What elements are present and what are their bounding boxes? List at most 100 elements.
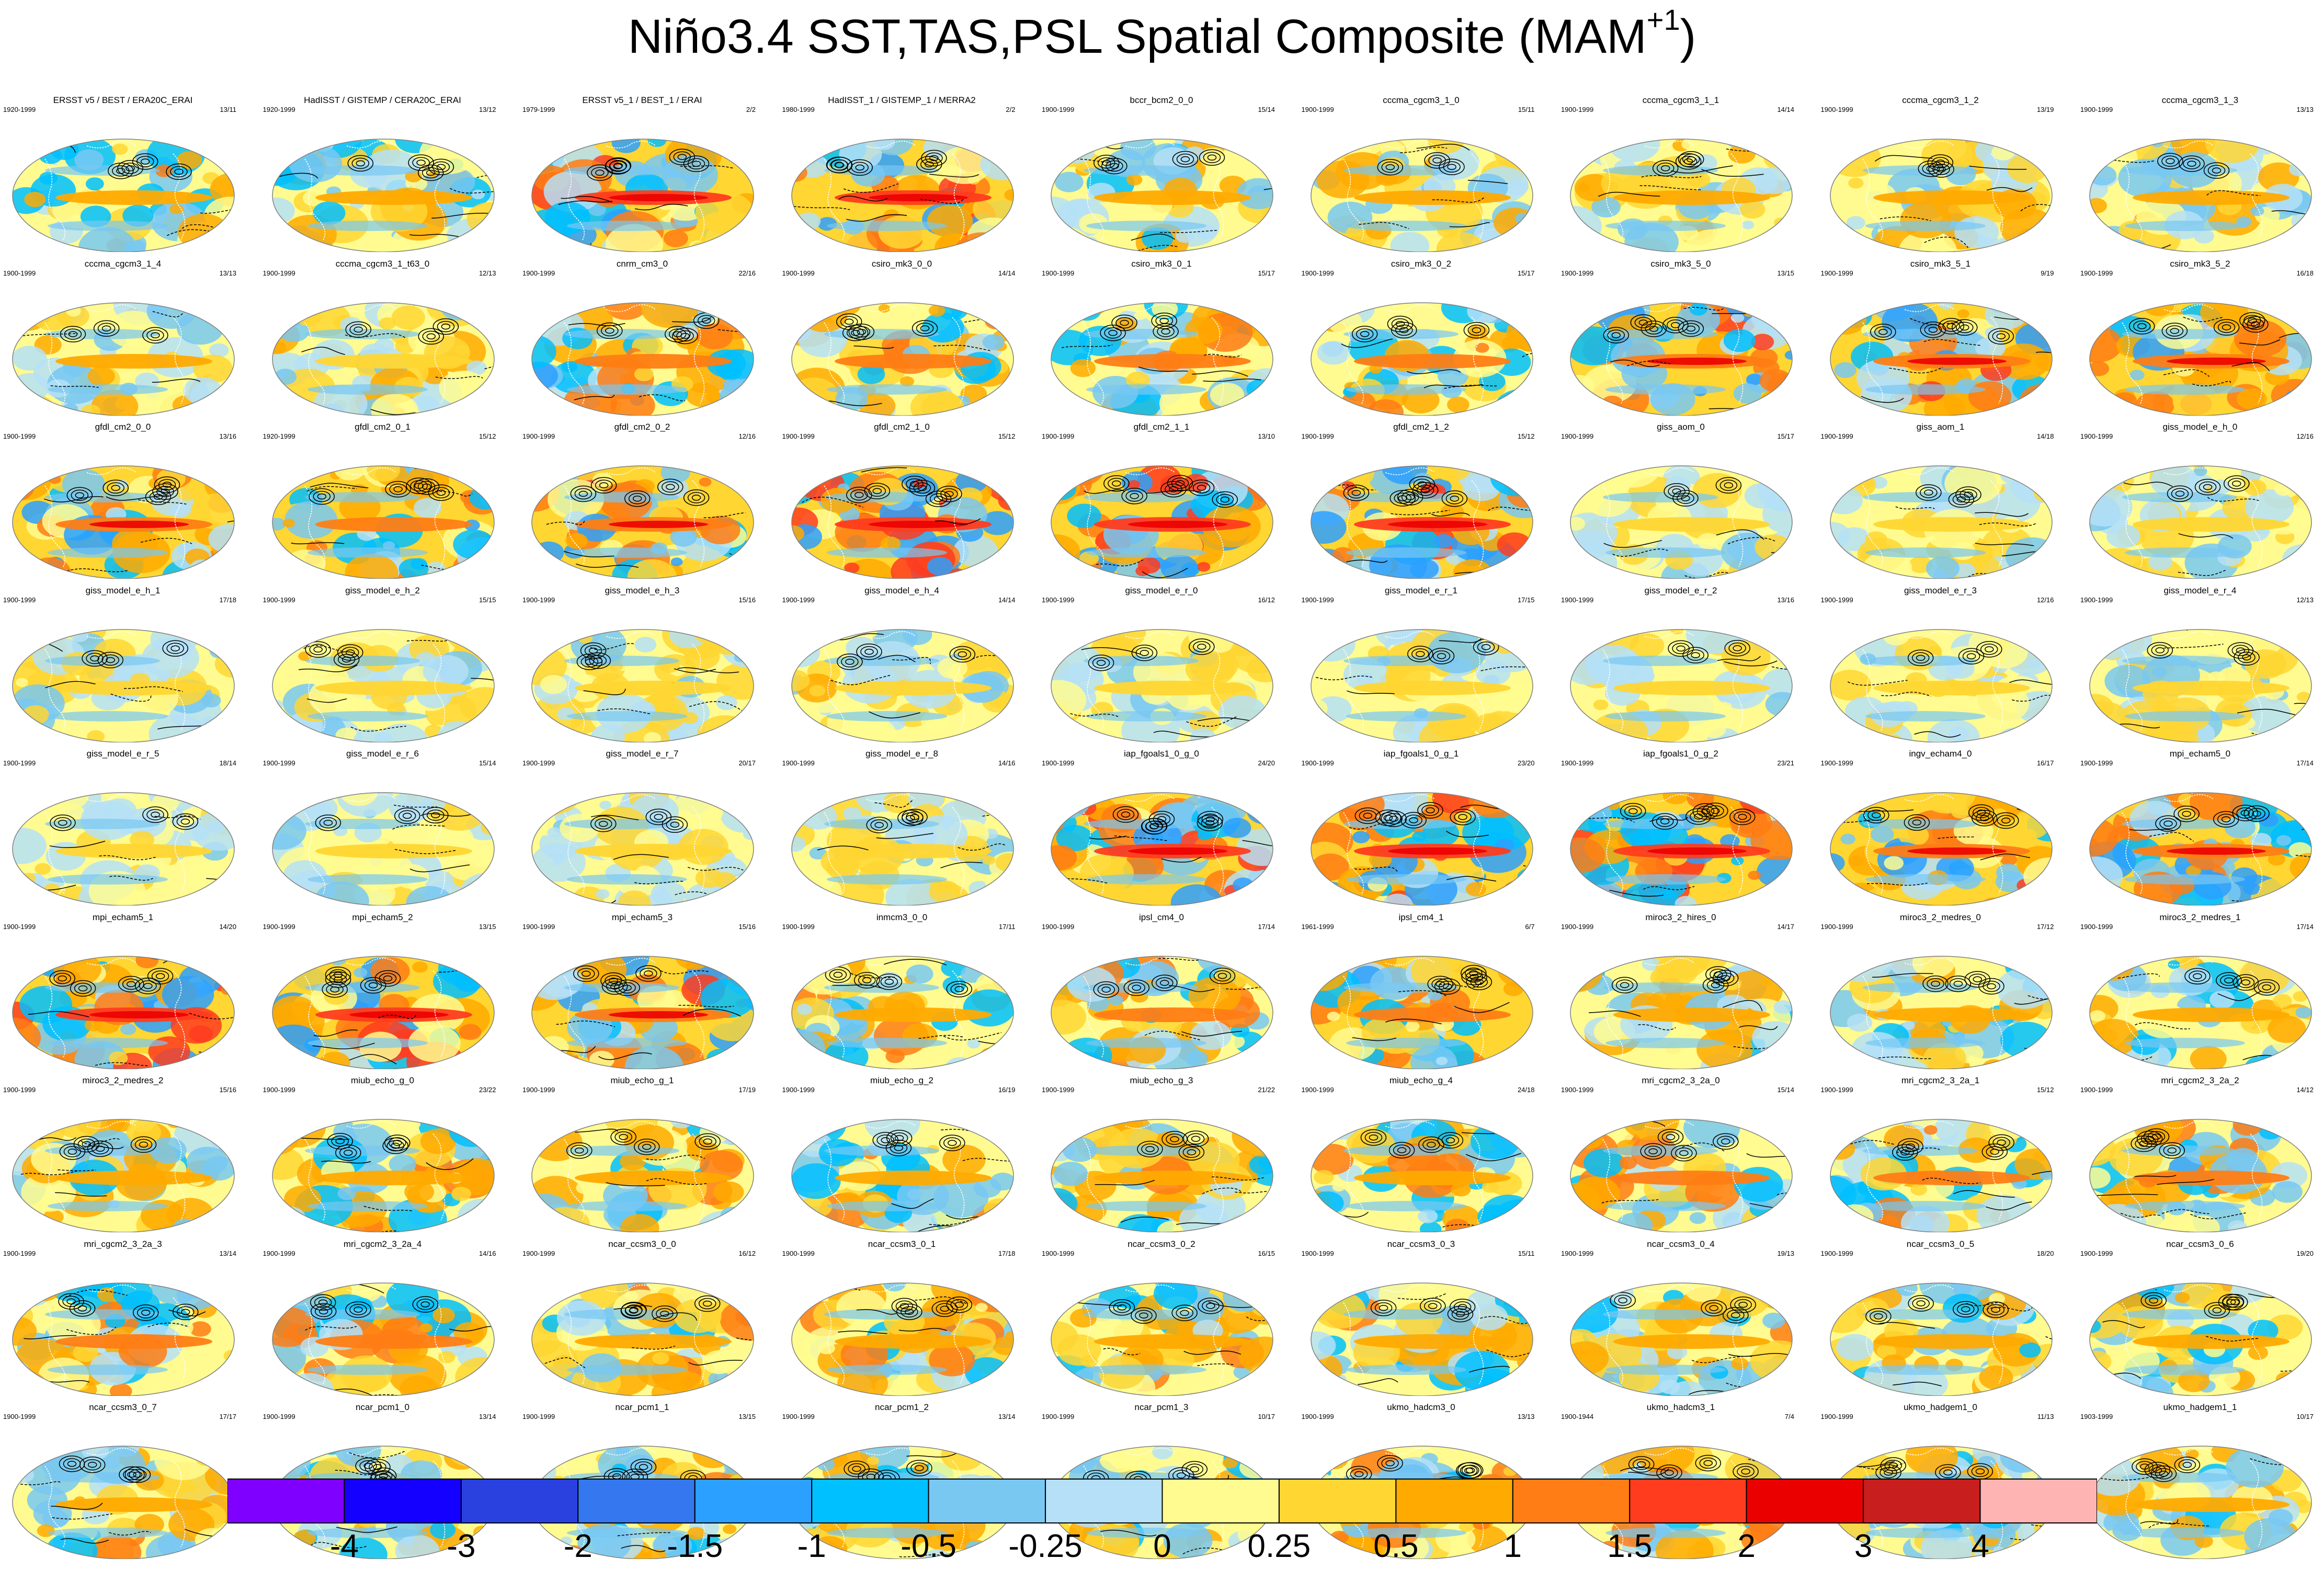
panel-count: 17/18 xyxy=(998,1249,1016,1257)
panel-count: 17/19 xyxy=(738,1086,756,1094)
map-svg xyxy=(1310,1282,1533,1396)
panel-years: 1920-1999 xyxy=(263,432,295,440)
map-svg xyxy=(1829,628,2053,742)
map-svg xyxy=(531,139,754,252)
panel-count: 19/20 xyxy=(2296,1249,2314,1257)
panel-count: 14/14 xyxy=(1777,106,1794,113)
colorbar-tick-label: 4 xyxy=(1971,1528,1989,1564)
panel-count: 16/12 xyxy=(1258,595,1275,604)
map-panel: ncar_ccsm3_0_4 1900-1999 19/13 xyxy=(1558,1239,1804,1396)
panel-count: 13/13 xyxy=(1517,1413,1535,1420)
panel-count: 13/12 xyxy=(479,106,496,113)
panel-years: 1900-1999 xyxy=(522,1413,555,1420)
map-panel: miub_echo_g_0 1900-1999 23/22 xyxy=(260,1075,506,1232)
panel-name: mri_cgcm2_3_2a_4 xyxy=(343,1239,422,1249)
panel-name: miub_echo_g_4 xyxy=(1389,1075,1453,1085)
panel-count: 13/13 xyxy=(219,269,236,277)
map-svg xyxy=(531,792,754,906)
panel-name: csiro_mk3_0_2 xyxy=(1391,258,1452,269)
colorbar-swatch xyxy=(1161,1479,1280,1523)
panel-years: 1900-1999 xyxy=(2080,595,2113,604)
panel-name: ukmo_hadcm3_1 xyxy=(1646,1402,1715,1412)
panel-years: 1900-1999 xyxy=(1820,1086,1853,1094)
panel-years: 1900-1999 xyxy=(263,759,295,767)
panel-name: ncar_ccsm3_0_0 xyxy=(608,1239,676,1249)
panel-name: giss_model_e_r_8 xyxy=(865,749,938,759)
map-svg xyxy=(1310,955,1533,1069)
panel-name: giss_model_e_h_2 xyxy=(345,585,420,595)
map-svg xyxy=(1051,792,1273,906)
panel-years: 1900-1999 xyxy=(1820,106,1853,113)
panel-years: 1900-1999 xyxy=(3,1086,36,1094)
panel-years: 1900-1999 xyxy=(2080,1086,2113,1094)
colorbar-swatch xyxy=(1278,1479,1397,1523)
map-svg xyxy=(1570,955,1793,1069)
map-svg xyxy=(1310,1119,1533,1232)
map-svg xyxy=(2089,628,2312,742)
panel-name: giss_model_e_h_1 xyxy=(85,585,161,595)
panel-count: 18/14 xyxy=(219,759,236,767)
map-svg xyxy=(531,1119,754,1232)
map-panel: giss_model_e_r_8 1900-1999 14/16 xyxy=(779,749,1025,906)
map-svg xyxy=(791,628,1014,742)
map-panel: miroc3_2_medres_2 1900-1999 15/16 xyxy=(0,1075,246,1232)
panel-count: 13/13 xyxy=(2296,106,2314,113)
map-panel: ukmo_hadgem1_1 1903-1999 10/17 xyxy=(2077,1402,2323,1559)
panel-count: 13/10 xyxy=(1258,432,1275,440)
chart-title-text: Niño3.4 SST,TAS,PSL Spatial Composite (M… xyxy=(628,10,1647,63)
panel-name: miroc3_2_medres_1 xyxy=(2159,912,2241,922)
panel-count: 15/12 xyxy=(1517,432,1535,440)
map-panel: iap_fgoals1_0_g_0 1900-1999 24/20 xyxy=(1039,749,1284,906)
map-svg xyxy=(1570,628,1793,742)
colorbar-swatch xyxy=(1979,1479,2097,1523)
panel-count: 13/19 xyxy=(2036,106,2054,113)
panel-name: cccma_cgcm3_1_2 xyxy=(1902,95,1979,105)
map-panel: giss_model_e_h_2 1900-1999 15/15 xyxy=(260,586,506,742)
panel-count: 14/17 xyxy=(1777,922,1794,931)
panel-name: iap_fgoals1_0_g_2 xyxy=(1643,749,1718,759)
panel-count: 17/12 xyxy=(2036,922,2054,931)
panel-years: 1900-1999 xyxy=(1042,106,1075,113)
panel-name: giss_model_e_h_3 xyxy=(605,585,680,595)
panel-count: 15/17 xyxy=(1258,269,1275,277)
panel-years: 1900-1999 xyxy=(1301,1413,1334,1420)
map-svg xyxy=(12,955,235,1069)
map-panel: HadISST_1 / GISTEMP_1 / MERRA2 1980-1999 2… xyxy=(779,95,1025,252)
panel-name: csiro_mk3_5_2 xyxy=(2170,258,2230,269)
colorbar-swatch xyxy=(1512,1479,1631,1523)
map-svg xyxy=(1829,1119,2053,1232)
panel-name: miroc3_2_medres_2 xyxy=(82,1075,164,1085)
map-panel: giss_model_e_h_0 1900-1999 12/16 xyxy=(2077,422,2323,579)
map-panel: mri_cgcm2_3_2a_2 1900-1999 14/12 xyxy=(2077,1075,2323,1232)
map-svg xyxy=(1570,139,1793,252)
panel-name: mpi_echam5_0 xyxy=(2169,749,2231,759)
map-svg xyxy=(1051,1282,1273,1396)
panel-name: mpi_echam5_2 xyxy=(352,912,413,922)
colorbar-tick-label: 0.25 xyxy=(1247,1528,1311,1564)
map-svg xyxy=(1829,1282,2053,1396)
panel-count: 15/15 xyxy=(479,595,496,604)
panel-count: 17/17 xyxy=(219,1413,236,1420)
panel-count: 14/20 xyxy=(219,922,236,931)
map-svg xyxy=(271,465,495,579)
panel-name: ncar_pcm1_2 xyxy=(874,1402,929,1412)
panel-years: 1900-1999 xyxy=(263,1086,295,1094)
panel-years: 1900-1999 xyxy=(782,922,815,931)
panel-years: 1900-1999 xyxy=(263,922,295,931)
panel-count: 14/16 xyxy=(479,1249,496,1257)
panel-years: 1900-1999 xyxy=(1820,269,1853,277)
map-panel: csiro_mk3_5_2 1900-1999 16/18 xyxy=(2077,259,2323,416)
map-svg xyxy=(12,628,235,742)
panel-years: 1900-1999 xyxy=(2080,432,2113,440)
map-svg xyxy=(791,1119,1014,1232)
panel-name: miub_echo_g_1 xyxy=(610,1075,674,1085)
map-svg xyxy=(12,792,235,906)
panel-count: 15/12 xyxy=(2036,1086,2054,1094)
panel-years: 1900-1999 xyxy=(782,759,815,767)
panel-count: 20/17 xyxy=(738,759,756,767)
map-panel: mri_cgcm2_3_2a_4 1900-1999 14/16 xyxy=(260,1239,506,1396)
panel-name: ncar_ccsm3_0_5 xyxy=(1906,1239,1975,1249)
panel-count: 13/16 xyxy=(1777,595,1794,604)
panel-name: miub_echo_g_0 xyxy=(351,1075,414,1085)
colorbar-labels: -4 -3 -2 -1.5 -1 -0.5 -0.25 0 0.25 0.5 1 1.5 2 3 4 xyxy=(0,1526,2324,1567)
